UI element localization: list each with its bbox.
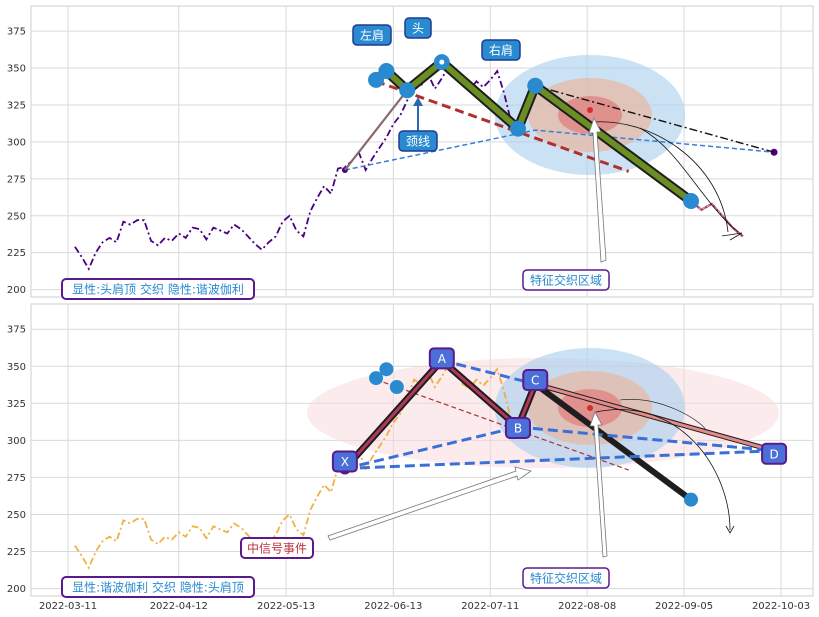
legend-label-bottom-box <box>61 576 255 598</box>
harmonic-leg <box>343 359 443 470</box>
neckline-label: 颈线 <box>406 135 430 149</box>
y-tick-label: 225 <box>7 248 26 259</box>
curve-arrow <box>595 409 731 531</box>
y-tick-label: 350 <box>7 362 26 373</box>
zone-inner <box>558 96 622 134</box>
y-tick-label: 275 <box>7 473 26 484</box>
arrow-head <box>721 232 743 241</box>
hs-point <box>379 362 394 377</box>
c-to-d-line <box>534 382 775 453</box>
y-tick-label: 200 <box>7 285 26 296</box>
y-tick-label: 350 <box>7 64 26 75</box>
event-label-box <box>240 537 314 559</box>
legend-label: 显性:头肩顶 交织 隐性:谐波伽利 <box>72 282 244 297</box>
dash-dot-line <box>535 85 775 153</box>
zone-label-box <box>522 269 610 291</box>
head-highlight <box>439 59 445 65</box>
y-tick-label: 325 <box>7 100 26 111</box>
left-shoulder-label: 左肩 <box>360 28 384 43</box>
y-tick-label: 300 <box>7 137 26 148</box>
y-tick-label: 375 <box>7 27 26 38</box>
point-label-X-box <box>331 450 358 473</box>
harmonic-dashed-line <box>344 449 775 471</box>
zone-marker <box>587 405 593 411</box>
point-label-A-box <box>428 347 455 370</box>
zone-marker <box>587 107 593 113</box>
point-label-A: A <box>438 352 447 366</box>
y-tick-label: 300 <box>7 436 26 447</box>
point-label-B: B <box>514 422 522 436</box>
y-tick-label: 325 <box>7 399 26 410</box>
x-tick-label: 2022-10-03 <box>752 601 810 612</box>
y-tick-label: 275 <box>7 174 26 185</box>
pattern-point <box>368 71 385 88</box>
c-to-end-line <box>533 381 693 503</box>
harmonic-dashed-line <box>517 425 775 453</box>
legend-label-box <box>61 278 255 300</box>
tail-line-light <box>690 200 744 237</box>
hs-point <box>389 380 404 395</box>
x-tick-label: 2022-04-12 <box>150 601 208 612</box>
curve-arrow <box>592 121 729 233</box>
neckline-label-box <box>398 130 438 152</box>
y-tick-label: 200 <box>7 584 26 595</box>
y-tick-label: 250 <box>7 211 26 222</box>
point-label-B-box <box>504 417 531 440</box>
point-label-C-box <box>522 369 549 392</box>
pattern-point <box>399 82 416 99</box>
neckline <box>375 79 630 173</box>
head-label: 头 <box>412 22 424 36</box>
blue-dashed-line <box>344 129 775 171</box>
point-label-D: D <box>769 447 778 461</box>
point-label-C: C <box>531 374 539 388</box>
arrow-head <box>725 525 735 534</box>
zone-label-bottom-box <box>522 567 610 589</box>
hs-point <box>684 492 699 507</box>
curve-arrow <box>639 127 739 233</box>
head-label-box <box>404 17 432 39</box>
left-shoulder-label-box <box>352 24 392 46</box>
point-label-X: X <box>341 455 349 469</box>
x-tick-label: 2022-08-08 <box>558 601 616 612</box>
pattern-point <box>683 192 700 209</box>
bottom-panel: 200 225 250 275 300 325 350 375 X A B C D 中信号事件特征交织区域… <box>7 303 814 598</box>
right-shoulder-label-box <box>481 39 521 61</box>
pattern-point <box>527 77 544 94</box>
pattern-point <box>378 62 395 79</box>
harmonic-leg <box>440 359 519 429</box>
zone-arrow <box>589 411 608 558</box>
y-tick-label: 250 <box>7 510 26 521</box>
right-shoulder-label: 右肩 <box>489 43 513 58</box>
rise-line <box>344 89 409 171</box>
event-arrow <box>327 466 532 541</box>
y-tick-label: 225 <box>7 547 26 558</box>
pattern-point <box>509 120 526 137</box>
neck-arrow-head <box>413 97 423 106</box>
x-tick-label: 2022-05-13 <box>257 601 315 612</box>
harmonic-dashed-line <box>441 358 536 386</box>
hs-point <box>369 371 384 386</box>
zone-label: 特征交织区域 <box>530 273 602 288</box>
x-axis: 2022-03-11 2022-04-12 2022-05-13 2022-06-13… <box>39 601 810 612</box>
event-label: 中信号事件 <box>247 541 307 556</box>
zone-label-bottom: 特征交织区域 <box>530 571 602 586</box>
zone-arrow <box>588 116 607 263</box>
y-tick-label: 375 <box>7 325 26 336</box>
x-tick-label: 2022-06-13 <box>364 601 422 612</box>
x-tick-label: 2022-07-11 <box>461 601 519 612</box>
price-series <box>74 65 519 271</box>
x-tick-label: 2022-03-11 <box>39 601 97 612</box>
top-panel: 200 225 250 275 300 325 350 375 左肩 头右肩颈线特征交织区域显性:… <box>7 5 814 300</box>
x-tick-label: 2022-09-05 <box>655 601 713 612</box>
neckline-faded <box>375 379 629 471</box>
legend-label-bottom: 显性:谐波伽利 交织 隐性:头肩顶 <box>72 580 244 595</box>
point-label-D-box <box>761 442 788 465</box>
curve-arrow <box>619 399 707 431</box>
